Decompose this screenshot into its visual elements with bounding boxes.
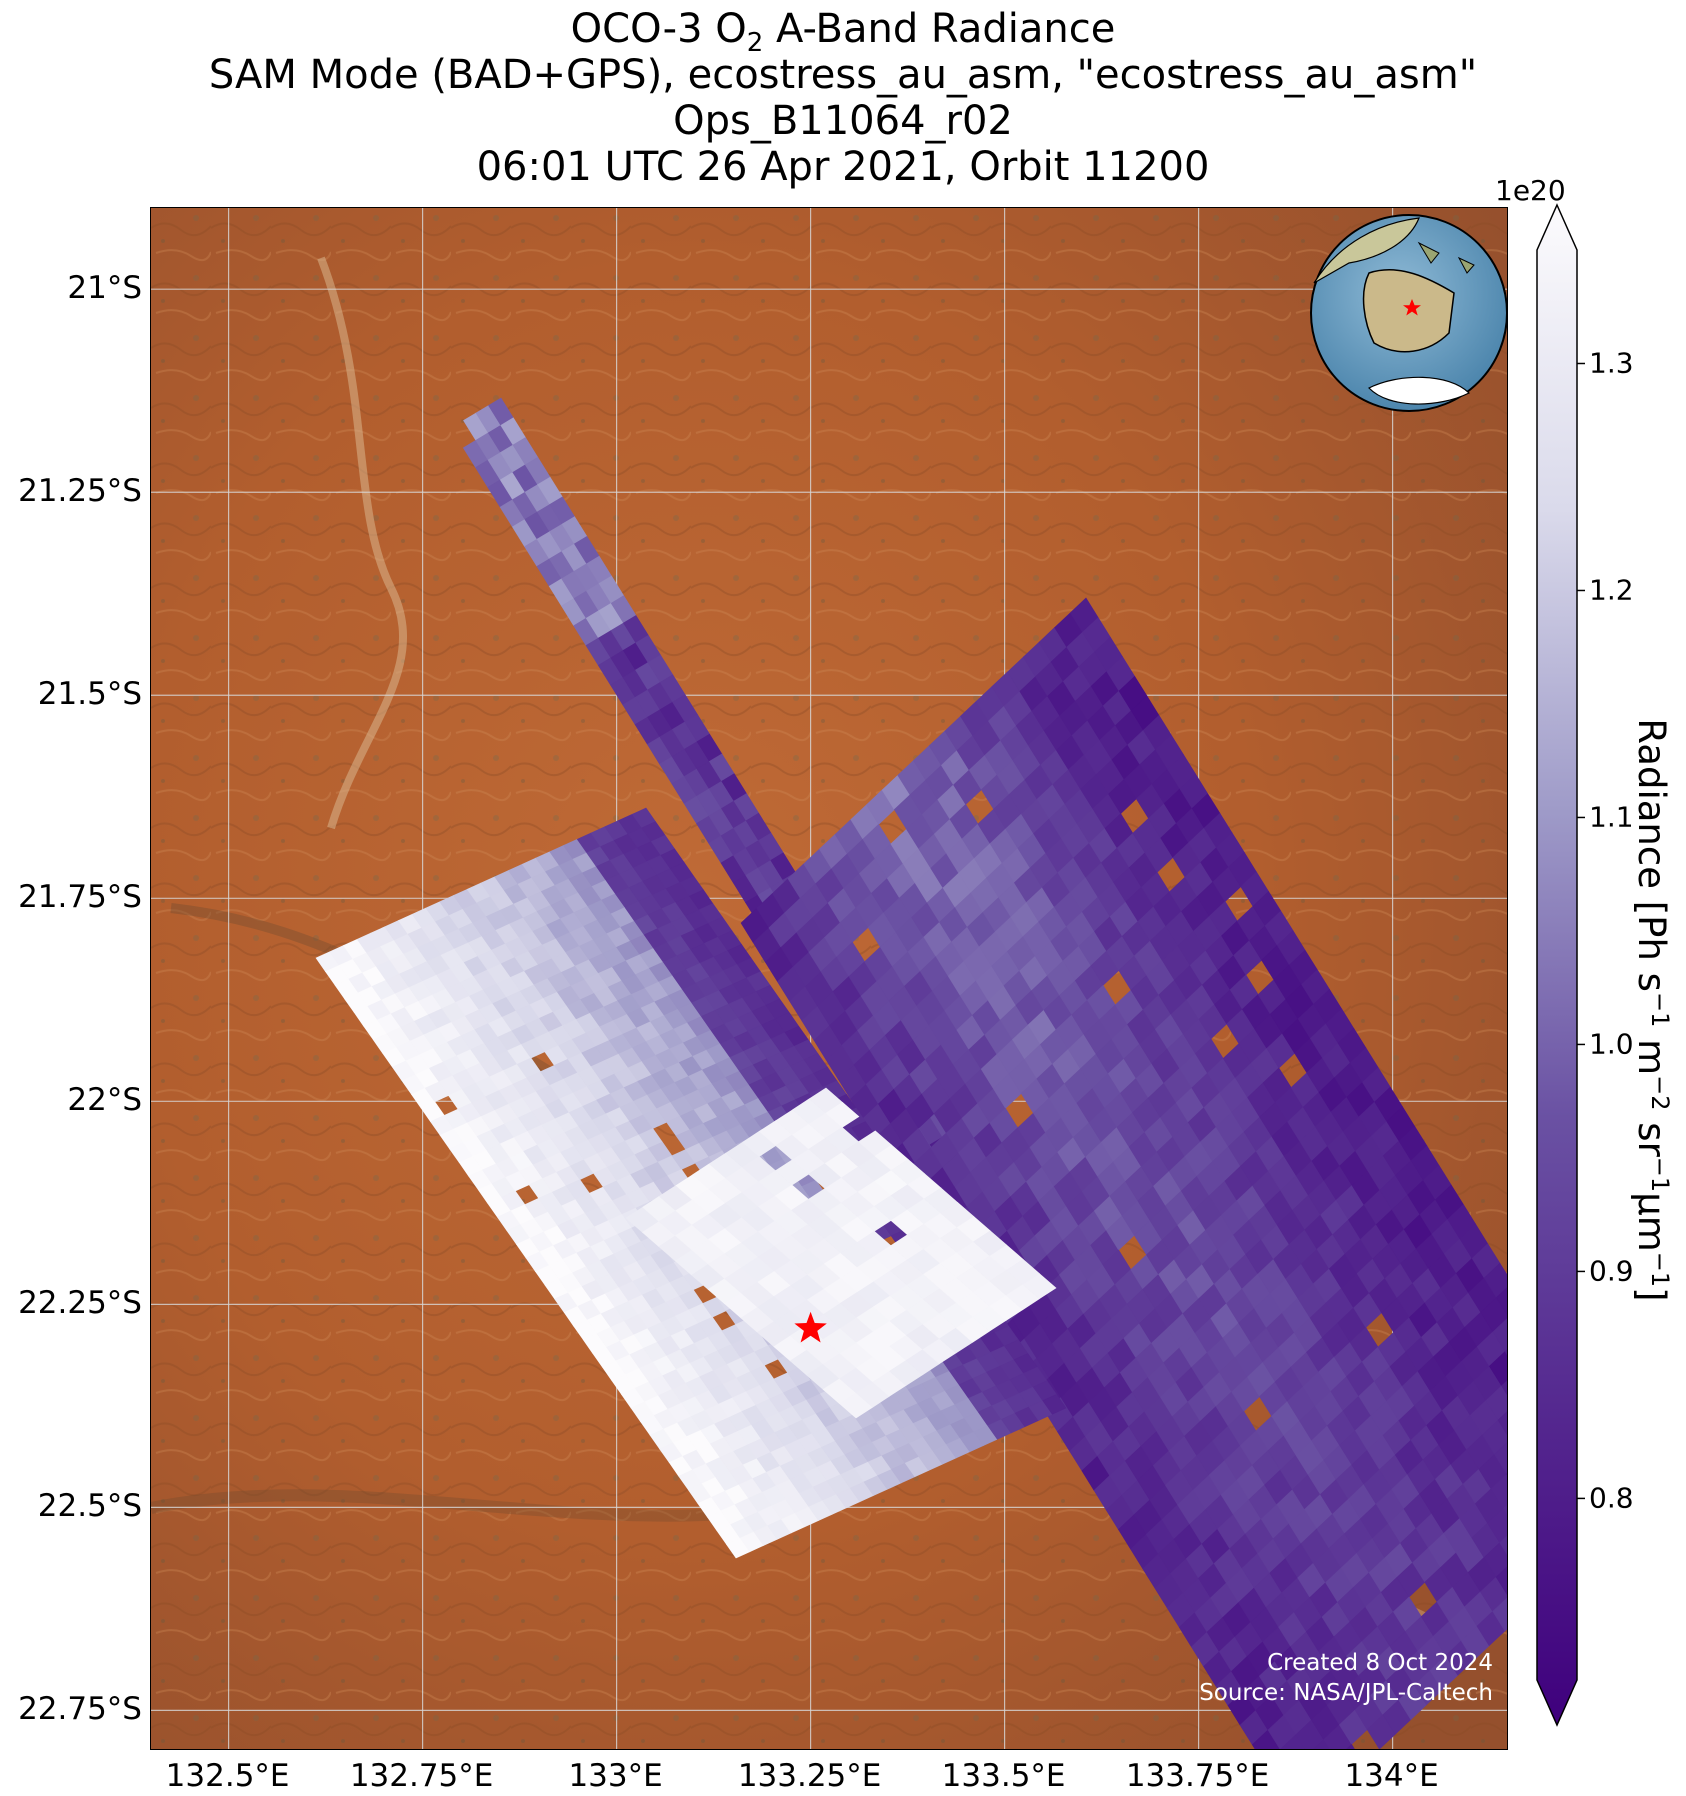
radiance-swath: [625, 1087, 1057, 1419]
target-site-marker: [794, 1311, 827, 1343]
colorbar-ticks: [1577, 362, 1585, 1500]
colorbar-tick-label: 1.2: [1589, 573, 1634, 607]
colorbar-tick-label: 1.3: [1589, 346, 1634, 380]
lat-tick-label: 21.25°S: [18, 473, 142, 510]
credits-created: Created 8 Oct 2024: [1267, 1650, 1493, 1676]
target-site-star: [794, 1311, 827, 1343]
colorbar-gradient: [1536, 203, 1578, 1727]
colorbar-label-part: ]: [1629, 1287, 1673, 1302]
colorbar-tick-label: 1.0: [1589, 1027, 1634, 1061]
lon-tick-label: 132.75°E: [349, 1758, 494, 1794]
radiance-swaths: [315, 397, 1507, 1749]
lat-tick-label: 21.75°S: [18, 879, 142, 916]
colorbar-tick-label: 0.9: [1589, 1254, 1634, 1288]
colorbar-label-part: Radiance [Ph s: [1629, 718, 1673, 992]
colorbar-label-part: −2: [1646, 1075, 1675, 1111]
lon-tick-label: 132.5°E: [165, 1758, 290, 1794]
colorbar-tick-label: 0.8: [1589, 1481, 1634, 1515]
colorbar: [1536, 203, 1585, 1727]
colorbar-label-part: μm: [1629, 1192, 1673, 1252]
globe-site-star: [1403, 299, 1421, 316]
title-line-4: 06:01 UTC 26 Apr 2021, Orbit 11200: [476, 144, 1210, 190]
colorbar-label: Radiance [Ph s−1 m−2 sr−1μm−1]: [1630, 718, 1674, 1301]
title-line-1-post: A-Band Radiance: [763, 6, 1116, 52]
lon-tick-label: 133.75°E: [1125, 1758, 1270, 1794]
colorbar-label-part: m: [1629, 1027, 1673, 1076]
lon-tick-label: 133°E: [568, 1758, 663, 1794]
title-line-1: OCO-3 O2 A-Band Radiance: [0, 6, 1686, 66]
credits-source: Source: NASA/JPL-Caltech: [1199, 1680, 1493, 1706]
credits: Created 8 Oct 2024 Source: NASA/JPL-Calt…: [1199, 1648, 1493, 1708]
lat-tick-label: 22.5°S: [37, 1488, 142, 1525]
lat-tick-label: 21.5°S: [37, 676, 142, 713]
title-line-3: Ops_B11064_r02: [673, 98, 1013, 144]
colorbar-body: [1536, 203, 1578, 1727]
title-line-1-pre: OCO-3 O: [570, 6, 747, 52]
lon-tick-label: 133.25°E: [737, 1758, 882, 1794]
map-panel[interactable]: Created 8 Oct 2024 Source: NASA/JPL-Calt…: [150, 207, 1508, 1750]
colorbar-label-part: −1: [1646, 1251, 1675, 1288]
colorbar-label-part: sr: [1629, 1110, 1673, 1157]
locator-globe: [1310, 214, 1507, 412]
lon-tick-label: 133.5°E: [941, 1758, 1066, 1794]
colorbar-tick-label: 1.1: [1589, 800, 1634, 834]
lat-tick-label: 22°S: [67, 1082, 142, 1119]
colorbar-label-part: −1: [1646, 991, 1675, 1028]
radiance-swath: [740, 597, 1507, 1749]
lat-tick-label: 22.75°S: [18, 1691, 142, 1728]
map-canvas: [151, 208, 1507, 1749]
colorbar-label-part: −1: [1646, 1156, 1675, 1193]
lat-tick-label: 22.25°S: [18, 1285, 142, 1322]
lat-tick-label: 21°S: [67, 270, 142, 307]
colorbar-multiplier: 1e20: [1495, 174, 1566, 207]
title-line-2: SAM Mode (BAD+GPS), ecostress_au_asm, "e…: [208, 52, 1478, 98]
lon-tick-label: 134°E: [1344, 1758, 1439, 1794]
title-line-1-sub: 2: [746, 28, 764, 58]
